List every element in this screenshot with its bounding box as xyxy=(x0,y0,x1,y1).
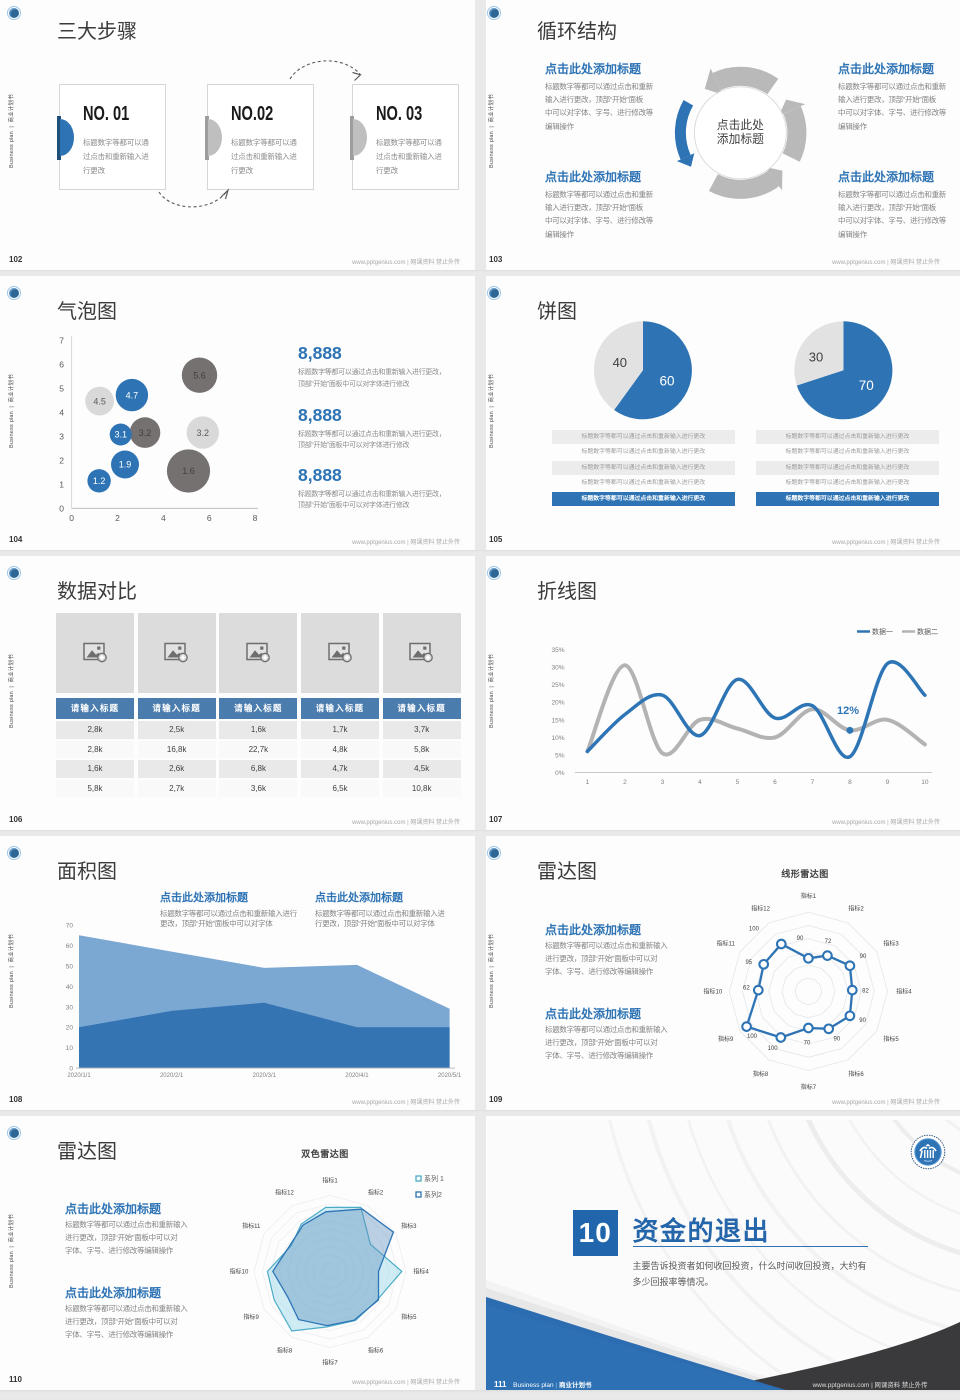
svg-text:4: 4 xyxy=(698,779,702,786)
svg-text:12%: 12% xyxy=(837,705,859,717)
svg-text:3.2: 3.2 xyxy=(139,428,152,438)
svg-text:60: 60 xyxy=(659,374,674,389)
svg-text:70: 70 xyxy=(804,1041,811,1047)
svg-text:100: 100 xyxy=(749,926,760,932)
svg-text:7: 7 xyxy=(59,335,64,345)
svg-text:指标2: 指标2 xyxy=(848,905,864,913)
svg-text:15%: 15% xyxy=(551,717,564,724)
svg-text:数据二: 数据二 xyxy=(917,627,938,636)
svg-text:指标12: 指标12 xyxy=(275,1189,294,1197)
svg-text:2020/4/1: 2020/4/1 xyxy=(345,1073,369,1079)
svg-text:3.1: 3.1 xyxy=(114,430,127,440)
svg-text:指标11: 指标11 xyxy=(717,940,736,948)
svg-text:9: 9 xyxy=(886,779,890,786)
svg-text:6: 6 xyxy=(59,359,64,369)
svg-text:指标7: 指标7 xyxy=(801,1083,817,1091)
svg-text:82: 82 xyxy=(862,989,869,995)
svg-text:指标1: 指标1 xyxy=(322,1177,338,1185)
svg-text:6: 6 xyxy=(207,513,212,523)
svg-text:50: 50 xyxy=(66,963,74,970)
svg-text:5.6: 5.6 xyxy=(193,370,206,380)
svg-text:2020/1/1: 2020/1/1 xyxy=(67,1073,91,1079)
svg-text:指标2: 指标2 xyxy=(368,1189,384,1197)
svg-text:5: 5 xyxy=(736,779,740,786)
svg-text:30: 30 xyxy=(809,350,823,365)
svg-text:2: 2 xyxy=(115,513,120,523)
svg-text:指标6: 指标6 xyxy=(368,1346,384,1354)
svg-text:0: 0 xyxy=(69,1066,73,1073)
svg-text:40: 40 xyxy=(66,984,74,991)
svg-text:指标9: 指标9 xyxy=(718,1035,734,1043)
svg-text:2020/3/1: 2020/3/1 xyxy=(253,1073,277,1079)
svg-text:1.2: 1.2 xyxy=(93,476,106,486)
svg-text:指标10: 指标10 xyxy=(230,1268,249,1276)
svg-text:系列 1: 系列 1 xyxy=(424,1174,444,1183)
svg-text:70: 70 xyxy=(66,923,74,930)
svg-text:8: 8 xyxy=(253,513,258,523)
svg-text:2020/2/1: 2020/2/1 xyxy=(160,1073,184,1079)
svg-text:指标6: 指标6 xyxy=(848,1070,864,1078)
svg-text:指标5: 指标5 xyxy=(883,1035,899,1043)
svg-text:指标11: 指标11 xyxy=(242,1222,261,1230)
svg-text:35%: 35% xyxy=(551,647,564,654)
svg-text:2: 2 xyxy=(623,779,627,786)
svg-text:系列2: 系列2 xyxy=(424,1190,442,1199)
svg-text:2: 2 xyxy=(59,455,64,465)
svg-text:90: 90 xyxy=(860,954,867,960)
svg-text:90: 90 xyxy=(859,1018,866,1024)
svg-text:40: 40 xyxy=(613,355,627,370)
svg-text:10: 10 xyxy=(66,1045,74,1052)
svg-text:0: 0 xyxy=(69,513,74,523)
svg-text:指标10: 指标10 xyxy=(704,987,723,995)
svg-text:指标5: 指标5 xyxy=(401,1313,417,1321)
svg-text:4.5: 4.5 xyxy=(93,396,106,406)
svg-text:2020/5/1: 2020/5/1 xyxy=(438,1073,462,1079)
svg-text:100: 100 xyxy=(747,1034,758,1040)
svg-text:指标9: 指标9 xyxy=(244,1313,260,1321)
svg-text:0: 0 xyxy=(59,503,64,513)
svg-text:4: 4 xyxy=(161,513,166,523)
svg-text:0%: 0% xyxy=(555,770,565,777)
svg-text:指标8: 指标8 xyxy=(753,1070,769,1078)
svg-text:指标8: 指标8 xyxy=(277,1346,293,1354)
svg-text:70: 70 xyxy=(859,378,874,393)
svg-text:1: 1 xyxy=(586,779,590,786)
svg-text:72: 72 xyxy=(825,939,832,945)
svg-text:100: 100 xyxy=(768,1046,779,1052)
svg-text:20: 20 xyxy=(66,1025,74,1032)
svg-text:4.7: 4.7 xyxy=(126,390,139,400)
svg-text:62: 62 xyxy=(743,985,750,991)
svg-text:7: 7 xyxy=(811,779,815,786)
svg-text:90: 90 xyxy=(797,936,804,942)
svg-text:指标4: 指标4 xyxy=(896,987,912,995)
svg-text:60: 60 xyxy=(66,943,74,950)
svg-text:3: 3 xyxy=(59,431,64,441)
svg-text:指标4: 指标4 xyxy=(413,1268,429,1276)
svg-text:25%: 25% xyxy=(551,682,564,689)
svg-text:6: 6 xyxy=(773,779,777,786)
svg-text:5: 5 xyxy=(59,383,64,393)
svg-text:4: 4 xyxy=(59,407,64,417)
svg-text:8: 8 xyxy=(848,779,852,786)
svg-text:10: 10 xyxy=(921,779,929,786)
svg-text:5%: 5% xyxy=(555,752,565,759)
svg-text:20%: 20% xyxy=(551,700,564,707)
svg-text:数据一: 数据一 xyxy=(872,627,893,636)
svg-text:3: 3 xyxy=(661,779,665,786)
svg-text:指标1: 指标1 xyxy=(801,892,817,900)
svg-text:3.2: 3.2 xyxy=(197,428,210,438)
svg-text:指标12: 指标12 xyxy=(751,905,770,913)
svg-text:指标7: 指标7 xyxy=(322,1359,338,1367)
svg-text:指标3: 指标3 xyxy=(883,940,899,948)
svg-text:90: 90 xyxy=(834,1037,841,1043)
svg-text:1.6: 1.6 xyxy=(182,466,195,476)
svg-text:1: 1 xyxy=(59,479,64,489)
svg-text:10%: 10% xyxy=(551,735,564,742)
svg-text:95: 95 xyxy=(745,960,752,966)
svg-text:30: 30 xyxy=(66,1004,74,1011)
svg-text:1.9: 1.9 xyxy=(119,460,132,470)
svg-text:指标3: 指标3 xyxy=(401,1222,417,1230)
svg-text:30%: 30% xyxy=(551,665,564,672)
